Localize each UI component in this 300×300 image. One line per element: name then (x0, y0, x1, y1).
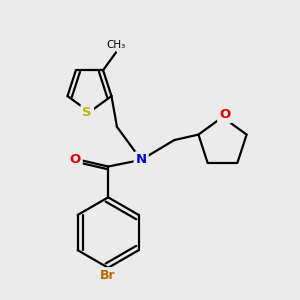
Text: O: O (70, 153, 81, 167)
Text: N: N (136, 153, 147, 167)
Text: Br: Br (100, 269, 116, 282)
Text: S: S (82, 106, 92, 118)
Text: O: O (219, 108, 230, 122)
Text: CH₃: CH₃ (106, 40, 126, 50)
